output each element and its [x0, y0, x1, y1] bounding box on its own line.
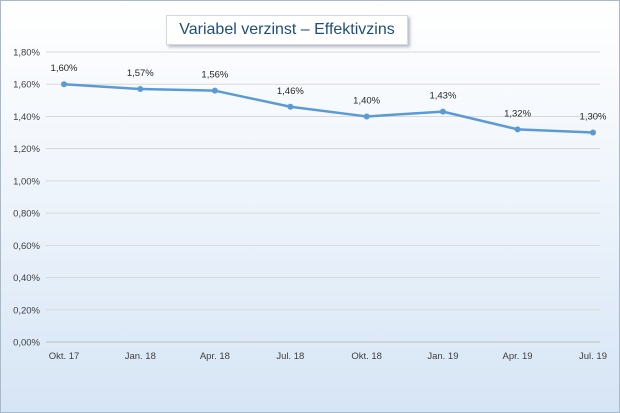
- data-label: 1,46%: [277, 86, 304, 97]
- x-axis-ticks: Okt. 17 Jan. 18 Apr. 18 Jul. 18 Okt. 18 Jan. …: [49, 351, 607, 362]
- x-tick-label: Jan. 19: [427, 351, 458, 362]
- x-tick-label: Apr. 19: [502, 351, 532, 362]
- x-tick-label: Apr. 18: [200, 351, 230, 362]
- data-point: [287, 103, 294, 110]
- y-tick-label: 1,60%: [13, 80, 40, 91]
- y-tick-label: 1,20%: [13, 144, 40, 155]
- data-point: [211, 87, 218, 94]
- data-point: [439, 108, 446, 115]
- chart-title: Variabel verzinst – Effektivzins: [166, 15, 408, 45]
- data-label: 1,32%: [504, 108, 531, 119]
- x-tick-label: Okt. 18: [351, 351, 382, 362]
- x-tick-label: Okt. 17: [49, 351, 80, 362]
- y-tick-label: 0,00%: [13, 338, 40, 349]
- y-tick-label: 0,40%: [13, 273, 40, 284]
- data-label: 1,56%: [201, 70, 228, 81]
- data-point: [61, 81, 67, 88]
- x-tick-label: Jan. 18: [125, 351, 156, 362]
- data-point: [363, 113, 370, 120]
- y-tick-label: 1,80%: [13, 48, 40, 59]
- y-tick-label: 0,60%: [13, 241, 40, 252]
- y-tick-label: 1,40%: [13, 112, 40, 123]
- data-labels: 1,60% 1,57% 1,56% 1,46% 1,40% 1,43% 1,32% 1,30%: [51, 63, 607, 122]
- data-point: [514, 126, 521, 133]
- y-tick-label: 0,20%: [13, 305, 40, 316]
- gridlines: [46, 51, 600, 343]
- x-tick-label: Jul. 18: [276, 351, 304, 362]
- data-label: 1,60%: [51, 63, 78, 74]
- y-tick-label: 1,00%: [13, 176, 40, 187]
- y-axis-ticks: 0,00% 0,20% 0,40% 0,60% 0,80% 1,00% 1,20% 1,40%…: [13, 48, 40, 349]
- data-label: 1,30%: [580, 112, 607, 123]
- data-point: [137, 86, 144, 93]
- y-tick-label: 0,80%: [13, 209, 40, 220]
- series-line: [63, 82, 594, 134]
- x-tick-label: Jul. 19: [579, 351, 607, 362]
- series: [61, 81, 596, 136]
- data-label: 1,43%: [429, 91, 456, 102]
- data-point: [590, 129, 596, 136]
- data-label: 1,57%: [127, 68, 154, 79]
- data-label: 1,40%: [353, 95, 380, 106]
